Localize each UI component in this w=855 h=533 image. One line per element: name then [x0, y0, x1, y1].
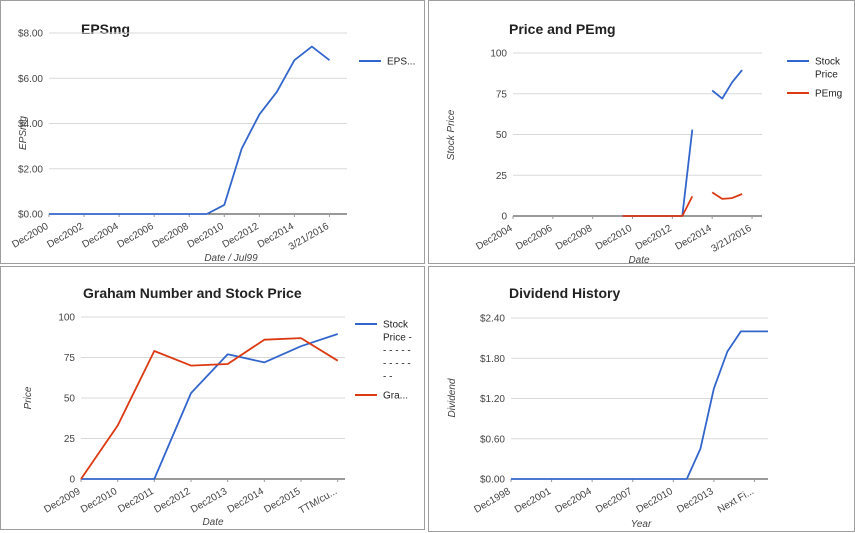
y-tick-label: $1.80	[480, 354, 505, 365]
chart-title: EPSmg	[81, 21, 130, 37]
x-tick-label: Dec2010	[79, 486, 120, 516]
x-tick-label: Next Fi...	[716, 486, 756, 516]
y-axis-label: Price	[23, 386, 34, 409]
x-tick-label: Dec2012	[634, 223, 675, 253]
x-axis-label: Year	[631, 519, 652, 530]
y-tick-label: 0	[501, 212, 507, 223]
x-tick-label: 3/21/2016	[710, 223, 754, 255]
y-axis-label: EPSmg	[18, 116, 29, 150]
x-tick-label: Dec2014	[226, 486, 267, 516]
chart-title: Price and PEmg	[509, 21, 616, 37]
legend-label-0: Stock Price -- - - - -- - - - -- -	[383, 320, 412, 383]
x-tick-label: Dec2010	[186, 221, 227, 251]
y-axis-label: Dividend	[447, 378, 458, 417]
y-tick-label: $4.00	[18, 119, 43, 130]
x-axis-label: Date / Jul99	[204, 253, 258, 264]
x-tick-label: Dec2002	[45, 221, 86, 251]
y-tick-label: 0	[69, 475, 75, 486]
series-line-0	[511, 330, 768, 480]
x-tick-label: Dec1998	[472, 486, 513, 516]
series-line-0	[622, 69, 743, 217]
x-tick-label: Dec2010	[635, 486, 676, 516]
y-tick-label: $8.00	[18, 29, 43, 40]
x-tick-label: Dec2000	[10, 221, 51, 251]
chart-panel-dividend-history: Dividend History $0.00 $0.60 $1.20 $1.80 $2.4…	[428, 266, 855, 532]
y-tick-label: 100	[490, 49, 507, 60]
x-tick-label: Dec2004	[553, 486, 594, 516]
x-tick-label: Dec2011	[116, 486, 156, 515]
y-tick-label: $0.00	[480, 475, 505, 486]
x-tick-label: Dec2012	[221, 221, 262, 251]
legend-label-0: EPS...	[387, 57, 415, 68]
legend-label-1: Gra...	[383, 391, 408, 402]
x-tick-label: Dec2013	[675, 486, 716, 516]
x-tick-label: Dec2006	[116, 221, 157, 251]
chart-panel-price-pemg: Price and PEmg 0 25 50 75 100 Dec2004 Dec2006 De…	[428, 0, 855, 265]
x-tick-label: Dec2010	[594, 223, 635, 253]
chart-title: Dividend History	[509, 285, 620, 301]
x-tick-label: Dec2001	[513, 486, 554, 516]
y-tick-label: 25	[496, 171, 508, 182]
series-line-1	[622, 191, 743, 217]
x-tick-label: Dec2006	[514, 223, 555, 253]
y-tick-label: $1.20	[480, 394, 505, 405]
y-tick-label: $2.00	[18, 164, 43, 175]
x-tick-label: 3/21/2016	[287, 221, 331, 253]
y-tick-label: 75	[496, 89, 508, 100]
x-tick-label: Dec2012	[152, 486, 193, 516]
x-axis-label: Date	[202, 517, 224, 528]
chart-panel-graham-number: Graham Number and Stock Price 0 25 50 75 100 D…	[0, 266, 425, 530]
y-tick-label: $0.60	[480, 434, 505, 445]
series-line-0	[81, 333, 338, 480]
x-tick-label: Dec2013	[189, 486, 230, 516]
x-tick-label: Dec2008	[151, 221, 192, 251]
y-tick-label: 50	[64, 394, 76, 405]
y-axis-label: Stock Price	[446, 109, 457, 160]
graham-number-chart: Graham Number and Stock Price 0 25 50 75 100 D…	[23, 285, 412, 528]
y-tick-label: $0.00	[18, 210, 43, 221]
y-tick-label: $2.40	[480, 314, 505, 325]
x-tick-label: Dec2004	[474, 223, 515, 253]
epsmg-chart: EPSmg$0.00$2.00$4.00$6.00$8.00Dec2000Dec…	[10, 21, 415, 264]
chart-title: Graham Number and Stock Price	[83, 285, 302, 301]
dividend-history-chart: Dividend History $0.00 $0.60 $1.20 $1.80 $2.4…	[447, 285, 768, 530]
x-tick-label: Dec2004	[80, 221, 121, 251]
x-tick-label: TTM/cu...	[297, 486, 339, 517]
series-line-1	[80, 337, 339, 480]
y-tick-label: 75	[64, 353, 76, 364]
x-tick-label: Dec2009	[42, 486, 83, 516]
x-tick-label: Dec2007	[594, 486, 635, 516]
y-tick-label: 100	[58, 313, 75, 324]
chart-panel-epsmg: EPSmg $0.00 $2.00 $4.00 $6.00 $8.00 Dec2000 Dec…	[0, 0, 425, 264]
legend-label-0: Stock Price	[815, 57, 841, 81]
x-tick-label: Dec2014	[674, 223, 715, 253]
y-tick-label: 25	[64, 434, 76, 445]
y-tick-label: 50	[496, 130, 508, 141]
x-tick-label: Dec2015	[262, 486, 303, 516]
x-axis-label: Date	[628, 255, 650, 265]
legend-label-1: PEmg	[815, 89, 842, 100]
y-tick-label: $6.00	[18, 74, 43, 85]
series-line-0	[49, 45, 331, 215]
x-tick-label: Dec2008	[554, 223, 595, 253]
